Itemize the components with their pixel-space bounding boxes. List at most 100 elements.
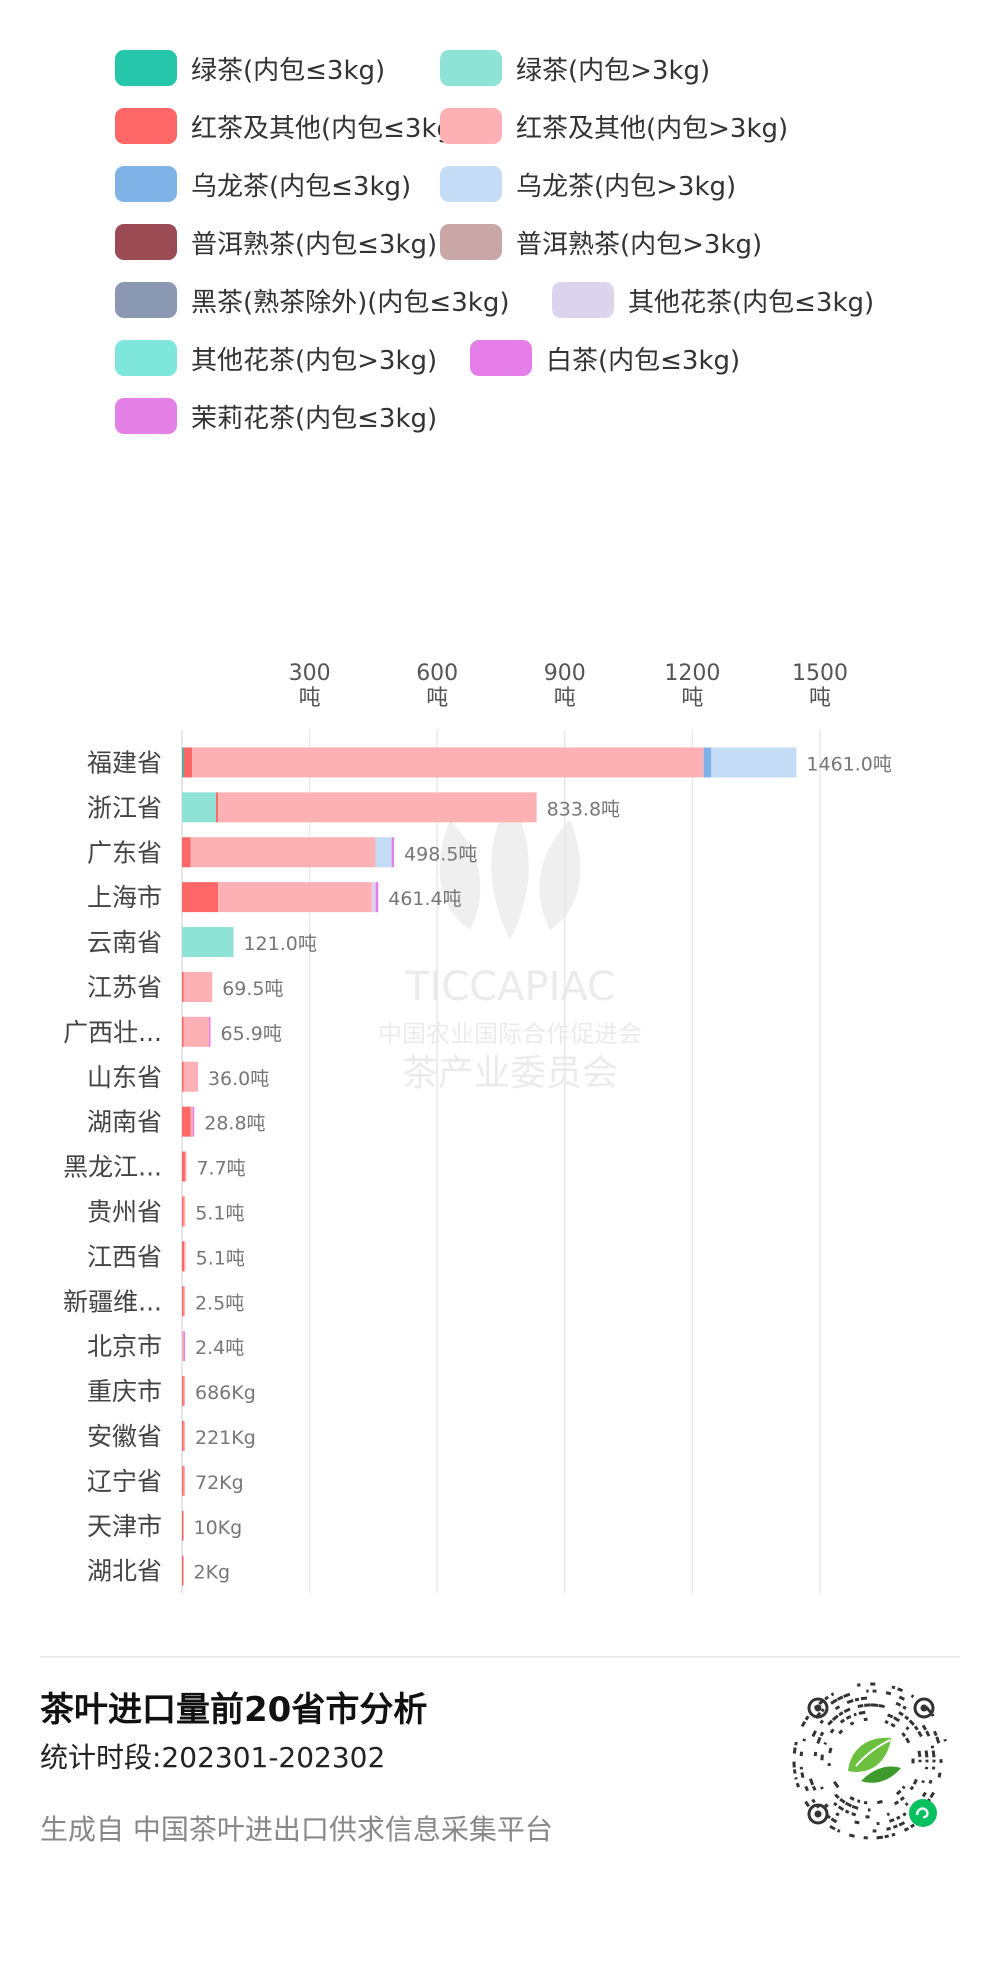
bar-total-label: 28.8吨 bbox=[204, 1113, 265, 1135]
legend-swatch bbox=[115, 108, 177, 144]
legend-swatch bbox=[470, 340, 532, 376]
bar-total-label: 498.5吨 bbox=[404, 843, 477, 865]
legend-label: 普洱熟茶(内包≤3kg) bbox=[191, 229, 438, 260]
bar-segment bbox=[190, 1106, 193, 1137]
mini-program-qr-code[interactable] bbox=[786, 1676, 956, 1846]
bar-segment bbox=[182, 837, 191, 868]
bar-segment bbox=[183, 1420, 185, 1451]
legend-swatch bbox=[552, 282, 614, 318]
category-label: 北京市 bbox=[87, 1332, 162, 1361]
legend: 绿茶(内包≤3kg) 绿茶(内包>3kg) 红茶及其他(内包≤3kg) 红茶及其他(内… bbox=[0, 0, 1000, 460]
bar-total-label: 2.5吨 bbox=[195, 1292, 244, 1314]
footer-source: 生成自 中国茶叶进出口供求信息采集平台 bbox=[40, 1813, 553, 1846]
legend-label: 其他花茶(内包≤3kg) bbox=[628, 287, 875, 318]
legend-item[interactable]: 乌龙茶(内包≤3kg) bbox=[115, 164, 411, 204]
bar-segment bbox=[391, 837, 395, 868]
bar-segment bbox=[182, 1061, 184, 1092]
bar-total-label: 2Kg bbox=[194, 1562, 231, 1584]
bar-segment bbox=[182, 1376, 184, 1407]
legend-label: 乌龙茶(内包≤3kg) bbox=[191, 171, 412, 202]
legend-swatch bbox=[440, 166, 502, 202]
bar-segment bbox=[711, 747, 797, 778]
bar-segment bbox=[183, 1286, 185, 1317]
watermark: TICCAPIAC 中国农业国际合作促进会 茶产业委员会 bbox=[320, 780, 700, 1110]
legend-item[interactable]: 绿茶(内包≤3kg) bbox=[115, 48, 385, 88]
bar-segment bbox=[183, 1376, 185, 1407]
x-tick-label: 600 bbox=[416, 661, 458, 686]
legend-item[interactable]: 黑茶(熟茶除外)(内包≤3kg) bbox=[115, 280, 509, 320]
tea-leaf-logo-icon bbox=[848, 1737, 901, 1783]
legend-label: 黑茶(熟茶除外)(内包≤3kg) bbox=[191, 287, 510, 318]
legend-item[interactable]: 乌龙茶(内包>3kg) bbox=[440, 164, 736, 204]
bar-segment bbox=[182, 747, 184, 778]
bar-segment bbox=[182, 1241, 185, 1272]
legend-item[interactable]: 红茶及其他(内包>3kg) bbox=[440, 106, 788, 146]
x-tick-unit: 吨 bbox=[554, 686, 576, 711]
x-tick-label: 900 bbox=[544, 661, 586, 686]
bar-segment bbox=[182, 1465, 184, 1496]
legend-swatch bbox=[115, 398, 177, 434]
category-label: 广东省 bbox=[87, 838, 162, 867]
legend-swatch bbox=[115, 340, 177, 376]
footer-period: 统计时段:202301-202302 bbox=[40, 1741, 386, 1774]
bar-segment bbox=[182, 1196, 184, 1227]
category-label: 广西壮... bbox=[63, 1018, 162, 1047]
legend-label: 红茶及其他(内包≤3kg) bbox=[191, 113, 464, 144]
category-label: 云南省 bbox=[87, 928, 162, 957]
x-tick-unit: 吨 bbox=[809, 686, 831, 711]
legend-item[interactable]: 其他花茶(内包≤3kg) bbox=[552, 280, 874, 320]
legend-label: 绿茶(内包>3kg) bbox=[516, 55, 711, 86]
legend-item[interactable]: 普洱熟茶(内包>3kg) bbox=[440, 222, 762, 262]
category-label: 辽宁省 bbox=[87, 1467, 162, 1496]
bar-segment bbox=[182, 1331, 184, 1362]
bar-segment bbox=[375, 837, 392, 868]
bar-segment bbox=[182, 1016, 184, 1047]
bar-segment bbox=[182, 1286, 184, 1317]
legend-label: 乌龙茶(内包>3kg) bbox=[516, 171, 737, 202]
watermark-line2: 中国农业国际合作促进会 bbox=[378, 1020, 642, 1048]
legend-item[interactable]: 绿茶(内包>3kg) bbox=[440, 48, 710, 88]
category-label: 山东省 bbox=[87, 1063, 162, 1092]
bar-segment bbox=[703, 747, 712, 778]
footer-title: 茶叶进口量前20省市分析 bbox=[40, 1690, 428, 1730]
bar-total-label: 5.1吨 bbox=[195, 1202, 244, 1224]
bar-segment bbox=[183, 971, 213, 1002]
legend-item[interactable]: 茉莉花茶(内包≤3kg) bbox=[115, 396, 437, 436]
category-label: 贵州省 bbox=[87, 1197, 162, 1226]
bar-segment bbox=[218, 882, 372, 913]
bar-segment bbox=[183, 1196, 186, 1227]
bar-segment bbox=[192, 747, 704, 778]
legend-item[interactable]: 普洱熟茶(内包≤3kg) bbox=[115, 222, 437, 262]
legend-item[interactable]: 白茶(内包≤3kg) bbox=[470, 338, 740, 378]
bar-segment bbox=[190, 837, 376, 868]
bar-segment bbox=[375, 882, 379, 913]
x-tick-label: 300 bbox=[289, 661, 331, 686]
bar-segment bbox=[182, 792, 217, 823]
category-label: 湖南省 bbox=[87, 1108, 162, 1137]
bar-total-label: 2.4吨 bbox=[195, 1337, 244, 1359]
bar-segment bbox=[183, 1016, 210, 1047]
legend-label: 其他花茶(内包>3kg) bbox=[191, 345, 438, 376]
legend-label: 茉莉花茶(内包≤3kg) bbox=[191, 403, 438, 434]
legend-swatch bbox=[440, 224, 502, 260]
bar-segment bbox=[184, 1241, 186, 1272]
category-label: 江西省 bbox=[87, 1242, 162, 1271]
bar-segment bbox=[183, 1061, 198, 1092]
legend-item[interactable]: 红茶及其他(内包≤3kg) bbox=[115, 106, 463, 146]
bar-total-label: 461.4吨 bbox=[388, 888, 461, 910]
legend-item[interactable]: 其他花茶(内包>3kg) bbox=[115, 338, 437, 378]
bar-segment bbox=[184, 1151, 187, 1182]
bar-segment bbox=[209, 1016, 211, 1047]
x-tick-unit: 吨 bbox=[681, 686, 703, 711]
footer-divider bbox=[40, 1656, 960, 1658]
bar-total-label: 69.5吨 bbox=[222, 978, 283, 1000]
category-label: 上海市 bbox=[87, 883, 162, 912]
watermark-line1: TICCAPIAC bbox=[404, 964, 615, 1010]
bar-total-label: 221Kg bbox=[195, 1427, 256, 1449]
legend-label: 绿茶(内包≤3kg) bbox=[191, 55, 386, 86]
category-label: 福建省 bbox=[87, 748, 162, 777]
bar-total-label: 686Kg bbox=[195, 1382, 256, 1404]
bar-segment bbox=[182, 927, 234, 958]
legend-swatch bbox=[115, 50, 177, 86]
